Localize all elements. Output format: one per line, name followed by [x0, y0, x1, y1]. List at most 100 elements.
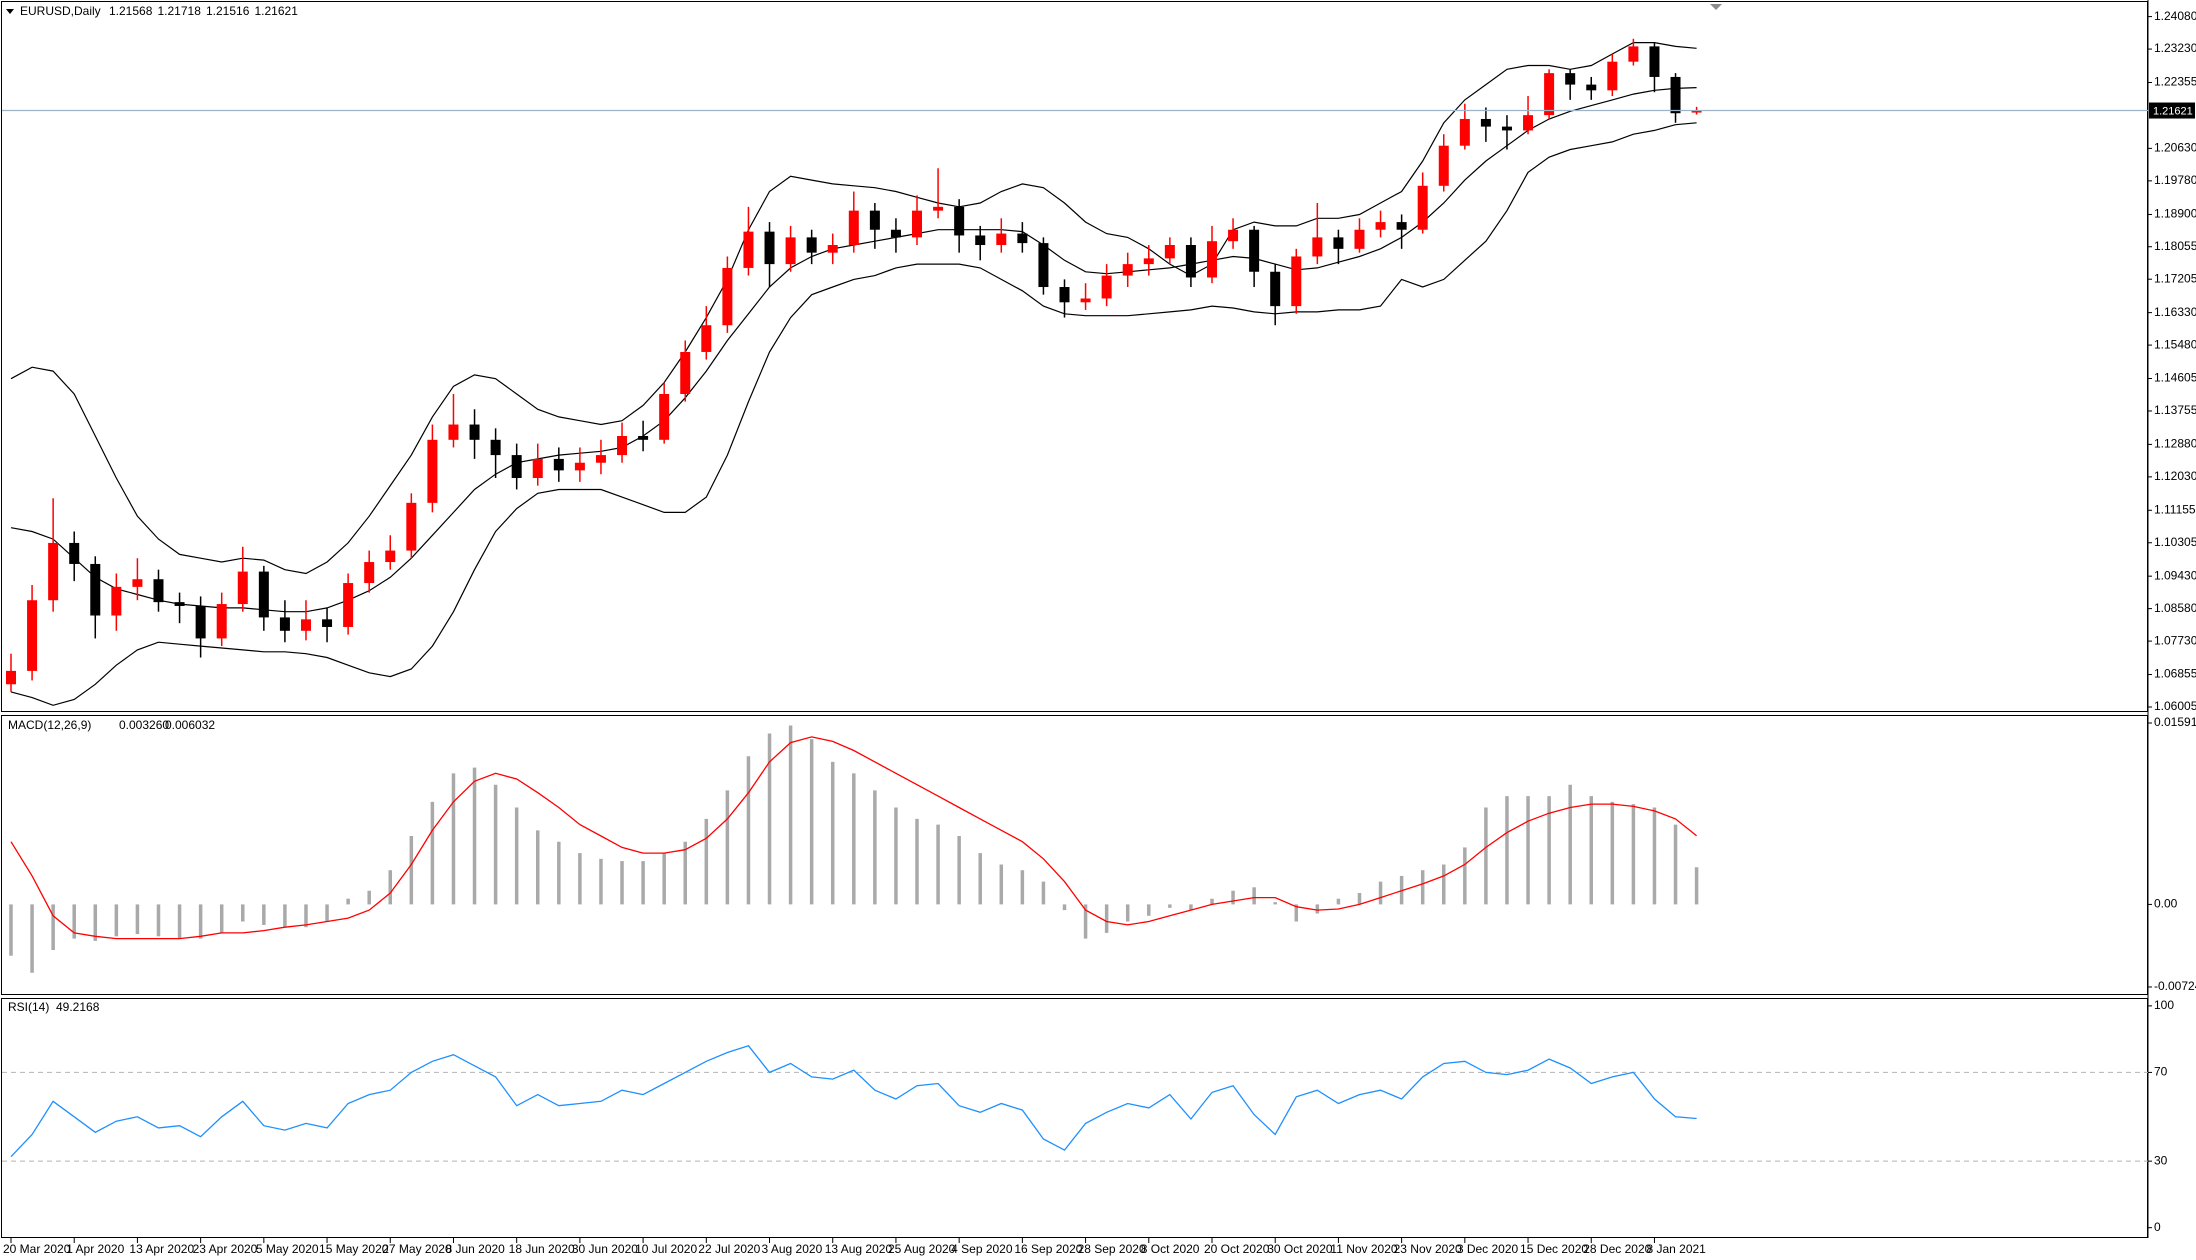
y-tick-label: 70: [2154, 1065, 2168, 1079]
candle-body: [469, 424, 480, 440]
candle-body: [216, 604, 227, 639]
y-tick-label: 1.24080: [2154, 9, 2196, 23]
rsi-line: [10, 1045, 1697, 1158]
candle-body: [912, 210, 923, 238]
candle-body: [1080, 298, 1091, 303]
candle-body: [1206, 241, 1217, 278]
bollinger-upper: [10, 41, 1697, 575]
candle-body: [1628, 46, 1639, 62]
indicator-title: RSI(14): [8, 1000, 49, 1014]
menu-arrow[interactable]: [6, 9, 14, 14]
chart-symbol: EURUSD,Daily: [20, 4, 101, 18]
candle-body: [890, 229, 901, 238]
x-tick-label: 20 Oct 2020: [1204, 1242, 1270, 1256]
y-tick-label: 1.19780: [2154, 173, 2196, 187]
candle-body: [385, 550, 396, 563]
x-tick-label: 20 Mar 2020: [3, 1242, 71, 1256]
candle-body: [869, 210, 880, 230]
candle-body: [638, 435, 649, 440]
candle-body: [1501, 126, 1512, 131]
candle-body: [1270, 271, 1281, 307]
candle-body: [6, 670, 16, 685]
y-tick-label: 100: [2154, 998, 2174, 1012]
indicator-readout: 0.003260: [119, 718, 169, 732]
candle-body: [701, 325, 712, 352]
x-tick-label: 4 Sep 2020: [951, 1242, 1013, 1256]
candle-body: [90, 563, 101, 616]
candle-body: [1649, 46, 1660, 77]
x-tick-label: 10 Jul 2020: [635, 1242, 697, 1256]
x-tick-label: 30 Jun 2020: [572, 1242, 638, 1256]
candle-body: [1354, 229, 1365, 249]
candle-body: [996, 233, 1007, 246]
y-tick-label: 1.12030: [2154, 469, 2196, 483]
candle-body: [954, 206, 965, 236]
current-price-label: 1.21621: [2153, 105, 2193, 117]
candle-body: [490, 439, 501, 456]
x-tick-label: 16 Sep 2020: [1014, 1242, 1082, 1256]
candle-body: [595, 455, 606, 463]
candle-body: [1438, 145, 1449, 186]
x-tick-label: 27 May 2020: [382, 1242, 452, 1256]
quote-high: 1.21718: [158, 4, 202, 18]
candle-body: [1143, 258, 1154, 265]
candle-body: [1312, 237, 1323, 257]
x-tick-label: 3 Dec 2020: [1457, 1242, 1519, 1256]
y-tick-label: 1.06855: [2154, 667, 2196, 681]
quote-open: 1.21568: [109, 4, 153, 18]
x-tick-label: 18 Jun 2020: [509, 1242, 575, 1256]
y-tick-label: 0: [2154, 1220, 2161, 1234]
y-tick-label: 1.23230: [2154, 41, 2196, 55]
y-tick-label: 0.015917: [2154, 715, 2196, 729]
y-tick-label: 1.10305: [2154, 535, 2196, 549]
candle-body: [1333, 237, 1344, 249]
candle-body: [785, 237, 796, 265]
candle-body: [1101, 275, 1112, 299]
quote-low: 1.21516: [206, 4, 250, 18]
x-tick-label: 15 May 2020: [319, 1242, 389, 1256]
candle-body: [1291, 256, 1302, 307]
shift-marker[interactable]: [1710, 4, 1722, 10]
candle-body: [1607, 61, 1618, 91]
y-tick-label: 1.22355: [2154, 75, 2196, 89]
y-tick-label: -0.007244: [2154, 979, 2196, 993]
candle-body: [69, 542, 80, 564]
y-tick-label: 1.09430: [2154, 568, 2196, 582]
candle-body: [553, 458, 564, 471]
x-tick-label: 5 May 2020: [256, 1242, 319, 1256]
y-tick-label: 1.15480: [2154, 337, 2196, 351]
candle-body: [427, 439, 438, 503]
candle-body: [406, 502, 417, 551]
candle-body: [237, 571, 248, 605]
x-tick-label: 15 Dec 2020: [1520, 1242, 1588, 1256]
candle-body: [1565, 73, 1576, 85]
candle-body: [574, 462, 585, 471]
candle-body: [511, 455, 522, 479]
candle-body: [806, 237, 817, 253]
candle-body: [132, 579, 143, 587]
candle-body: [364, 562, 375, 584]
x-tick-label: 1 Apr 2020: [66, 1242, 124, 1256]
y-tick-label: 1.06005: [2154, 699, 2196, 713]
y-tick-label: 1.17205: [2154, 271, 2196, 285]
candle-body: [975, 235, 986, 246]
candle-body: [1670, 76, 1681, 114]
candle-body: [48, 542, 59, 601]
y-tick-label: 1.12880: [2154, 437, 2196, 451]
candle-body: [659, 393, 670, 440]
candle-body: [1185, 245, 1196, 278]
y-tick-label: 1.16330: [2154, 305, 2196, 319]
x-tick-label: 23 Apr 2020: [193, 1242, 258, 1256]
candle-body: [1480, 118, 1491, 127]
x-tick-label: 25 Aug 2020: [888, 1242, 956, 1256]
candle-body: [27, 600, 38, 671]
candle-body: [933, 206, 944, 211]
y-tick-label: 1.18055: [2154, 239, 2196, 253]
candle-body: [532, 458, 543, 479]
candle-body: [153, 579, 164, 603]
candle-body: [743, 231, 754, 268]
x-tick-label: 13 Aug 2020: [825, 1242, 893, 1256]
candle-body: [1459, 118, 1470, 146]
